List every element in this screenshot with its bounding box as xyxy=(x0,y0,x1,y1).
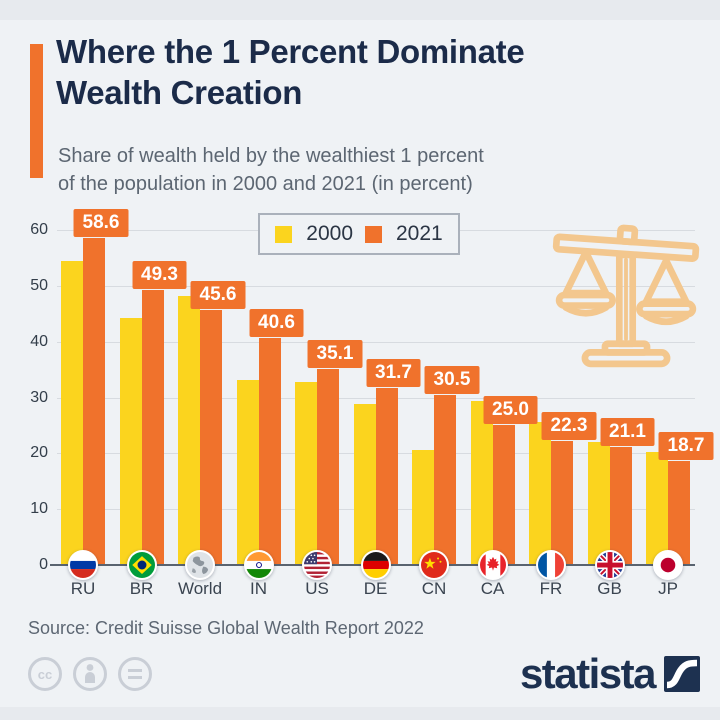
y-axis-tick-60: 60 xyxy=(30,221,48,238)
gridline-40 xyxy=(57,341,695,343)
bar-2000-FR xyxy=(529,421,551,565)
flag-in-icon xyxy=(243,550,274,580)
page-title: Where the 1 Percent Dominate Wealth Crea… xyxy=(56,32,525,114)
flag-br-icon xyxy=(126,550,157,580)
bar-2021-CA xyxy=(492,425,515,565)
bar-2000-GB xyxy=(587,442,610,565)
bar-2000-US xyxy=(295,381,317,565)
category-label-BR: BR xyxy=(129,579,154,598)
title-line-2: Wealth Creation xyxy=(56,73,303,111)
category-label-DE: DE xyxy=(363,579,388,598)
subtitle-line-2: of the population in 2000 and 2021 (in p… xyxy=(58,173,473,195)
license-icons: cc xyxy=(26,655,154,693)
gridline-50 xyxy=(57,285,695,287)
legend-swatch-2000 xyxy=(275,225,293,243)
statista-logo: statista xyxy=(520,650,700,698)
bar-2021-GB xyxy=(609,447,632,565)
bar-2021-BR xyxy=(141,289,164,565)
category-label-CA: CA xyxy=(480,579,505,598)
svg-text:cc: cc xyxy=(38,667,52,682)
y-axis-tick-30: 30 xyxy=(30,388,48,406)
balance-scales-icon xyxy=(540,210,712,387)
bar-2021-World xyxy=(200,310,222,565)
statista-wordmark: statista xyxy=(519,650,657,697)
bar-2000-DE xyxy=(353,404,376,565)
y-axis-tick-10: 10 xyxy=(30,500,48,518)
bar-2000-CN xyxy=(412,450,434,565)
flag-ru-icon xyxy=(68,550,98,580)
statista-logo-mark xyxy=(664,656,700,692)
value-label-GB: 21.1 xyxy=(600,418,655,447)
category-label-World: World xyxy=(177,579,223,598)
flag-gb-icon xyxy=(594,550,625,580)
flag-cn-icon xyxy=(419,550,449,580)
bar-2021-CN xyxy=(434,394,456,565)
flag-fr-icon xyxy=(536,550,566,580)
y-axis-tick-40: 40 xyxy=(30,332,48,350)
bottom-strip xyxy=(0,707,720,720)
bar-2000-World xyxy=(178,295,200,565)
category-label-GB: GB xyxy=(597,579,622,598)
bar-2000-RU xyxy=(61,261,83,565)
bar-2021-DE xyxy=(375,388,398,565)
flag-us-icon xyxy=(302,550,332,580)
category-label-IN: IN xyxy=(250,579,267,598)
bar-2000-IN xyxy=(236,379,259,565)
bar-2000-BR xyxy=(119,318,142,565)
subtitle-line-1: Share of wealth held by the wealthiest 1… xyxy=(58,145,484,167)
no-derivatives-icon xyxy=(118,657,152,691)
value-label-DE: 31.7 xyxy=(366,359,421,387)
category-label-RU: RU xyxy=(70,579,96,598)
legend-swatch-2021 xyxy=(365,225,382,243)
flag-world-icon xyxy=(185,550,215,580)
y-axis-tick-20: 20 xyxy=(30,444,48,462)
title-line-1: Where the 1 Percent Dominate xyxy=(56,33,525,70)
flag-de-icon xyxy=(360,550,391,580)
chart-legend: 2000 2021 xyxy=(258,213,460,255)
value-label-BR: 49.3 xyxy=(132,260,187,289)
bar-2000-JP xyxy=(646,452,668,565)
page-subtitle: Share of wealth held by the wealthiest 1… xyxy=(58,142,484,198)
category-label-CN: CN xyxy=(421,579,447,598)
legend-label-2021: 2021 xyxy=(396,222,443,245)
value-label-JP: 18.7 xyxy=(658,431,714,460)
category-label-FR: FR xyxy=(539,579,563,598)
bar-2021-FR xyxy=(551,440,573,565)
value-label-World: 45.6 xyxy=(190,281,246,310)
value-label-CN: 30.5 xyxy=(424,365,480,394)
flag-ca-icon xyxy=(477,550,508,580)
y-axis-tick-0: 0 xyxy=(39,556,48,573)
y-axis-tick-50: 50 xyxy=(30,276,48,294)
title-accent-bar xyxy=(30,44,43,178)
bar-2000-CA xyxy=(470,400,493,565)
top-strip xyxy=(0,0,720,20)
attribution-icon xyxy=(73,657,107,691)
category-label-US: US xyxy=(305,579,329,598)
bar-2021-US xyxy=(317,369,339,565)
value-label-RU: 58.6 xyxy=(73,208,129,237)
source-text: Source: Credit Suisse Global Wealth Repo… xyxy=(28,618,424,638)
cc-icon: cc xyxy=(28,657,62,691)
bar-2021-JP xyxy=(668,460,690,565)
category-label-JP: JP xyxy=(658,579,678,598)
value-label-FR: 22.3 xyxy=(541,411,597,440)
value-label-IN: 40.6 xyxy=(249,309,304,338)
value-label-CA: 25.0 xyxy=(483,396,538,425)
legend-label-2000: 2000 xyxy=(306,222,353,245)
bar-2021-IN xyxy=(258,338,281,565)
bar-2021-RU xyxy=(83,237,105,565)
value-label-US: 35.1 xyxy=(307,340,363,368)
flag-jp-icon xyxy=(653,550,683,580)
